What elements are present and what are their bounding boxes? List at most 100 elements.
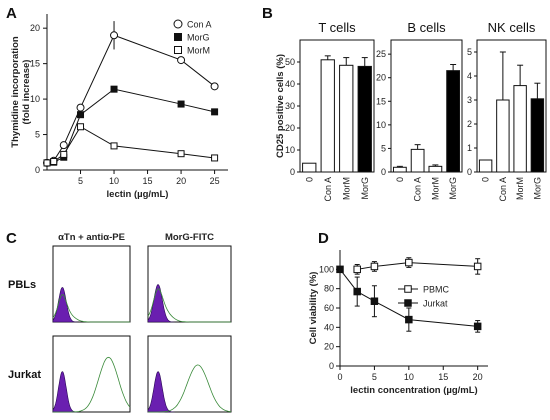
outline-histogram <box>148 364 232 413</box>
series-line-PBMC <box>357 262 478 270</box>
x-category-label: MorM <box>341 177 351 200</box>
panel-letter-c: C <box>6 230 17 247</box>
x-axis-title: lectin (µg/mL) <box>107 189 169 200</box>
x-tick-label: 5 <box>372 372 377 382</box>
bar <box>410 148 425 173</box>
column-title: αTn + antiα-PE <box>58 232 125 243</box>
data-point <box>370 262 379 271</box>
data-point <box>177 100 185 108</box>
data-point <box>336 265 344 274</box>
legend-marker <box>404 285 412 293</box>
x-category-label: MorM <box>430 177 440 200</box>
panel-letter-d: D <box>318 230 329 247</box>
histogram-frame <box>147 335 232 413</box>
y-tick-label: 1 <box>467 143 472 153</box>
data-point <box>177 150 185 158</box>
y-tick-label: 10 <box>30 94 40 104</box>
panel-letter-a: A <box>6 5 17 22</box>
column-title: MorG-FITC <box>165 232 214 243</box>
y-tick-label: 20 <box>324 342 334 352</box>
legend-label: PBMC <box>423 285 450 295</box>
legend-label: MorM <box>187 46 210 56</box>
y-tick-label: 0 <box>35 165 40 175</box>
y-tick-label: 25 <box>376 49 386 59</box>
data-point <box>77 123 85 131</box>
bar <box>446 70 461 173</box>
y-tick-label: 0 <box>381 167 386 177</box>
x-tick-label: 15 <box>143 176 153 186</box>
x-category-label: 0 <box>304 177 314 182</box>
series-line-MorM <box>46 126 215 164</box>
x-tick-label: 10 <box>404 372 414 382</box>
data-point <box>110 85 118 93</box>
y-axis-title: (fold increase) <box>21 60 32 125</box>
row-label: PBLs <box>8 279 36 291</box>
legend-label: MorG <box>187 33 210 43</box>
x-axis-title: lectin concentration (µg/mL) <box>350 385 477 396</box>
y-axis-title: CD25 positive cells (%) <box>275 54 286 158</box>
y-tick-label: 15 <box>30 59 40 69</box>
bar <box>357 65 372 173</box>
legend-label: Jurkat <box>423 299 448 309</box>
y-tick-label: 100 <box>319 264 334 274</box>
data-point <box>473 322 482 331</box>
x-category-label: 0 <box>481 177 491 182</box>
data-point <box>473 262 482 271</box>
y-tick-label: 5 <box>467 47 472 57</box>
data-point <box>60 150 68 158</box>
subplot-title: T cells <box>318 20 356 35</box>
x-category-label: MorG <box>532 177 542 200</box>
data-point <box>405 258 413 267</box>
data-point <box>110 142 118 150</box>
bar <box>478 159 493 173</box>
x-tick-label: 10 <box>109 176 119 186</box>
outline-histogram <box>52 294 130 323</box>
data-point <box>210 82 219 91</box>
y-axis-title: Cell viability (%) <box>308 272 319 345</box>
histogram-frame <box>52 335 131 413</box>
y-tick-label: 30 <box>285 101 295 111</box>
y-tick-label: 15 <box>376 96 386 106</box>
x-tick-label: 15 <box>438 372 448 382</box>
y-tick-label: 5 <box>381 143 386 153</box>
x-category-label: Con A <box>413 177 423 202</box>
data-point <box>50 157 58 165</box>
x-category-label: 0 <box>395 177 405 182</box>
y-tick-label: 40 <box>285 79 295 89</box>
panel-letter-b: B <box>262 5 273 22</box>
y-tick-label: 60 <box>324 303 334 313</box>
legend-marker <box>174 33 182 41</box>
filled-histogram <box>147 284 175 323</box>
subplot-frame <box>390 39 463 173</box>
panel-c-histograms: αTn + antiα-PE MorG-FITC PBLs Jurkat <box>8 232 232 413</box>
y-tick-label: 50 <box>285 57 295 67</box>
x-category-label: Con A <box>323 177 333 202</box>
y-tick-label: 3 <box>467 95 472 105</box>
data-point <box>353 265 361 274</box>
x-category-label: MorG <box>360 177 370 200</box>
x-category-label: MorG <box>448 177 458 200</box>
y-tick-label: 2 <box>467 119 472 129</box>
outline-histogram <box>147 288 231 323</box>
legend-label: Con A <box>187 20 212 30</box>
legend-marker <box>173 19 183 29</box>
data-point <box>211 154 219 162</box>
y-tick-label: 40 <box>324 322 334 332</box>
legend-marker <box>174 46 182 54</box>
bar <box>428 165 443 173</box>
bar <box>339 64 354 173</box>
subplot-frame <box>476 39 547 173</box>
x-tick-label: 0 <box>337 372 342 382</box>
y-tick-label: 0 <box>329 361 334 371</box>
x-category-label: Con A <box>498 177 508 202</box>
subplot-title: NK cells <box>488 20 536 35</box>
filled-histogram <box>52 371 78 413</box>
data-point <box>370 297 379 305</box>
panel-d-line-chart: 0 20 40 60 80 100 0 5 10 15 20 lectin concentration… <box>308 250 488 396</box>
x-tick-label: 25 <box>210 176 220 186</box>
panel-b-bar-charts: CD25 positive cells (%)T cells0102030405… <box>275 20 547 202</box>
y-axis-title: Thymidine incorporation <box>10 36 21 148</box>
y-tick-label: 80 <box>324 284 334 294</box>
subplot-title: B cells <box>407 20 446 35</box>
